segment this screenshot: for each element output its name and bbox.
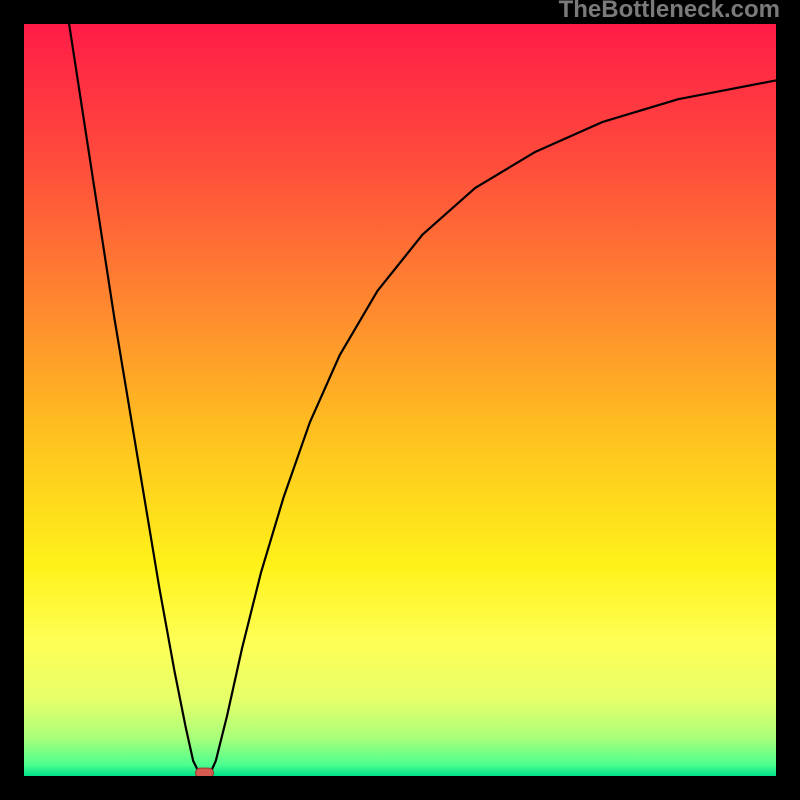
chart-frame: TheBottleneck.com <box>0 0 800 800</box>
watermark-text: TheBottleneck.com <box>559 0 780 24</box>
gradient-background <box>24 24 776 776</box>
plot-svg <box>24 24 776 776</box>
plot-area <box>24 24 776 776</box>
optimal-marker <box>195 768 213 776</box>
